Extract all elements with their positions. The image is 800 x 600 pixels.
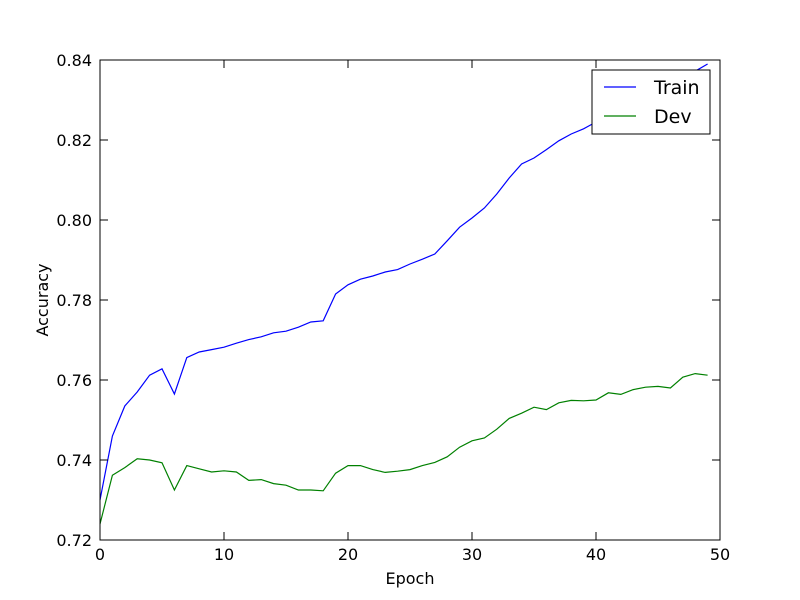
y-tick-label: 0.74	[56, 451, 92, 470]
y-tick-label: 0.80	[56, 211, 92, 230]
x-tick-label: 40	[586, 545, 606, 564]
y-tick-label: 0.84	[56, 51, 92, 70]
y-tick-label: 0.82	[56, 131, 92, 150]
x-tick-label: 20	[338, 545, 358, 564]
series-line-dev	[99, 372, 708, 525]
x-axis-label: Epoch	[386, 569, 435, 588]
y-axis-label: Accuracy	[33, 263, 52, 336]
x-tick-label: 0	[95, 545, 105, 564]
legend-box	[591, 69, 711, 135]
x-tick-label: 50	[710, 545, 730, 564]
x-tick-label: 30	[462, 545, 482, 564]
legend-label-train: Train	[653, 77, 700, 99]
x-tick-label: 10	[214, 545, 234, 564]
legend-label-dev: Dev	[654, 106, 692, 128]
ticks: 0 10 20 30 40 50 0.72 0.74 0.76 0.78 0.80 0.82 0.84	[56, 51, 730, 564]
y-tick-label: 0.76	[56, 371, 92, 390]
y-tick-label: 0.78	[56, 291, 92, 310]
legend: Train Dev	[591, 69, 711, 135]
y-tick-label: 0.72	[56, 531, 92, 550]
